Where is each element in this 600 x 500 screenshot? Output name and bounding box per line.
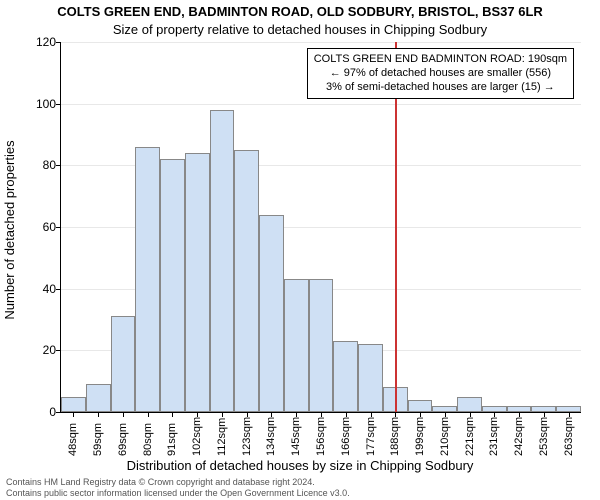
ytick-label: 40	[16, 282, 56, 296]
histogram-bar	[61, 397, 86, 412]
ytick-mark	[56, 165, 61, 166]
xtick-label: 210sqm	[439, 417, 451, 456]
chart-subtitle: Size of property relative to detached ho…	[0, 22, 600, 37]
footer-attribution: Contains HM Land Registry data © Crown c…	[6, 477, 350, 498]
ytick-label: 100	[16, 97, 56, 111]
footer-line-2: Contains public sector information licen…	[6, 488, 350, 498]
xtick-label: 59sqm	[92, 423, 104, 456]
xtick-label: 80sqm	[142, 423, 154, 456]
xtick-label: 253sqm	[538, 417, 550, 456]
histogram-bar	[333, 341, 358, 412]
xtick-label: 112sqm	[216, 418, 228, 456]
ytick-mark	[56, 227, 61, 228]
xtick-label: 199sqm	[414, 417, 426, 456]
histogram-bar	[86, 384, 111, 412]
ytick-label: 120	[16, 35, 56, 49]
xtick-label: 177sqm	[365, 417, 377, 456]
annotation-line: ← 97% of detached houses are smaller (55…	[314, 67, 567, 81]
gridline	[61, 104, 581, 105]
chart-title-address: COLTS GREEN END, BADMINTON ROAD, OLD SOD…	[0, 4, 600, 19]
xtick-label: 263sqm	[563, 417, 575, 456]
xtick-label: 91sqm	[166, 423, 178, 456]
xtick-label: 242sqm	[513, 417, 525, 456]
histogram-bar	[284, 279, 309, 412]
xtick-label: 145sqm	[290, 417, 302, 456]
ytick-mark	[56, 104, 61, 105]
histogram-bar	[259, 215, 284, 412]
xtick-mark	[73, 412, 74, 417]
histogram-bar	[358, 344, 383, 412]
xtick-mark	[98, 412, 99, 417]
xtick-label: 123sqm	[241, 417, 253, 456]
x-axis-label: Distribution of detached houses by size …	[0, 458, 600, 473]
annotation-line: COLTS GREEN END BADMINTON ROAD: 190sqm	[314, 53, 567, 67]
xtick-label: 156sqm	[315, 417, 327, 456]
histogram-bar	[408, 400, 433, 412]
annotation-box: COLTS GREEN END BADMINTON ROAD: 190sqm← …	[307, 48, 574, 99]
ytick-label: 20	[16, 343, 56, 357]
histogram-bar	[135, 147, 160, 412]
annotation-line: 3% of semi-detached houses are larger (1…	[314, 81, 567, 95]
ytick-mark	[56, 412, 61, 413]
xtick-label: 134sqm	[265, 417, 277, 456]
histogram-bar	[160, 159, 185, 412]
histogram-bar	[111, 316, 136, 412]
histogram-bar	[185, 153, 210, 412]
xtick-label: 48sqm	[67, 423, 79, 456]
xtick-label: 231sqm	[488, 417, 500, 456]
ytick-mark	[56, 289, 61, 290]
xtick-label: 102sqm	[191, 417, 203, 456]
ytick-label: 0	[16, 405, 56, 419]
xtick-mark	[123, 412, 124, 417]
footer-line-1: Contains HM Land Registry data © Crown c…	[6, 477, 350, 487]
y-axis-label: Number of detached properties	[2, 140, 17, 319]
ytick-mark	[56, 350, 61, 351]
xtick-label: 188sqm	[389, 417, 401, 456]
xtick-label: 166sqm	[340, 417, 352, 456]
xtick-label: 221sqm	[464, 417, 476, 456]
histogram-bar	[210, 110, 235, 412]
ytick-label: 80	[16, 158, 56, 172]
histogram-bar	[234, 150, 259, 412]
histogram-bar	[457, 397, 482, 412]
xtick-label: 69sqm	[117, 423, 129, 456]
xtick-mark	[172, 412, 173, 417]
gridline	[61, 42, 581, 43]
xtick-mark	[222, 412, 223, 417]
histogram-bar	[309, 279, 334, 412]
ytick-label: 60	[16, 220, 56, 234]
ytick-mark	[56, 42, 61, 43]
xtick-mark	[148, 412, 149, 417]
